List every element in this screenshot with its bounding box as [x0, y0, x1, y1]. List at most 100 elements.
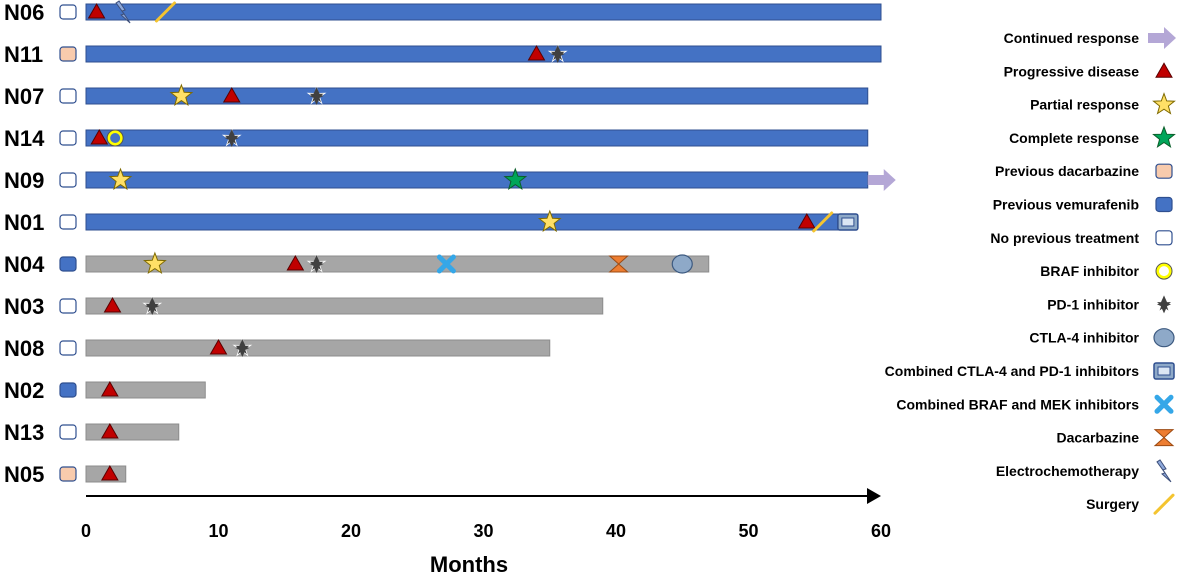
- legend-swatch: [1156, 459, 1172, 483]
- legend-swatch: [1154, 394, 1174, 414]
- legend-label: Continued response: [1004, 30, 1140, 46]
- pd1-marker-core2: [309, 261, 324, 267]
- legend-swatch: [1155, 230, 1173, 246]
- dacarbazine-marker-shape: [608, 255, 629, 273]
- progressive-marker: [100, 380, 119, 397]
- legend-label: PD-1 inhibitor: [1047, 296, 1139, 312]
- x-tick-label: 0: [81, 521, 91, 541]
- progressive-marker: [286, 254, 305, 271]
- pd1-marker: [142, 295, 163, 315]
- progressive-marker: [209, 338, 228, 355]
- legend-label: Progressive disease: [1004, 63, 1140, 79]
- prior-treatment-box: [59, 382, 77, 398]
- prior-treatment-box: [59, 256, 77, 272]
- patient-label: N04: [4, 252, 45, 277]
- progressive-marker: [527, 44, 546, 61]
- progressive-marker: [103, 296, 122, 313]
- legend-label: Surgery: [1086, 496, 1139, 512]
- patient-row-n06: N06: [4, 0, 882, 25]
- legend-item-partial: Partial response: [1030, 92, 1176, 115]
- x-tick-label: 10: [208, 521, 228, 541]
- legend-swatch: [1153, 429, 1175, 447]
- prior-treatment-box: [59, 88, 77, 104]
- legend-swatch-shape: [1148, 27, 1176, 49]
- progressive-marker: [100, 464, 119, 481]
- patient-row-n03: N03: [4, 294, 604, 319]
- legend-swatch: [1148, 27, 1176, 49]
- continued-marker-shape: [867, 169, 896, 191]
- patient-label: N09: [4, 168, 44, 193]
- progressive-marker-shape: [209, 338, 228, 355]
- electro-marker: [115, 0, 131, 24]
- patient-label: N02: [4, 378, 44, 403]
- prior-treatment-box: [59, 46, 77, 62]
- legend-swatch-shape: [1155, 196, 1173, 213]
- legend-swatch-shape: [1154, 394, 1174, 414]
- legend-item-progressive: Progressive disease: [1004, 62, 1173, 79]
- legend-swatch-shape: [1155, 163, 1173, 179]
- combo_ctla_pd1-marker-inner: [841, 217, 855, 227]
- prior-treatment-box-shape: [59, 88, 77, 104]
- legend-swatch: [1153, 362, 1175, 380]
- bar-n11: [85, 45, 882, 63]
- patient-label: N07: [4, 84, 44, 109]
- patient-label: N05: [4, 462, 44, 487]
- x-tick-label: 20: [341, 521, 361, 541]
- legend-item-prev-vemurafenib: Previous vemurafenib: [993, 196, 1173, 213]
- legend-swatch: [1154, 293, 1174, 314]
- legend-swatch-shape: [1152, 92, 1176, 115]
- legend-swatch: [1155, 262, 1173, 280]
- continued-marker: [867, 169, 896, 191]
- legend-swatch-shape: [1155, 230, 1173, 246]
- legend-label: Combined BRAF and MEK inhibitors: [896, 396, 1139, 412]
- progressive-marker-shape: [286, 254, 305, 271]
- combo_braf_mek-marker-shape: [436, 254, 456, 274]
- pd1-marker-core2: [145, 303, 160, 309]
- x-axis-label: Months: [430, 552, 508, 575]
- prior-treatment-box-shape: [59, 214, 77, 230]
- prior-treatment-box: [59, 340, 77, 356]
- progressive-marker: [222, 86, 241, 103]
- prior-treatment-box-shape: [59, 298, 77, 314]
- bar-n14: [85, 129, 869, 147]
- braf-marker-ring: [107, 130, 124, 146]
- prior-treatment-box-shape: [59, 340, 77, 356]
- pd1-marker: [547, 43, 568, 63]
- patient-row-n14: N14: [4, 126, 869, 151]
- legend-swatch-shape: [1153, 493, 1175, 515]
- legend-label: BRAF inhibitor: [1040, 263, 1139, 279]
- legend-swatch-shape: [1155, 62, 1173, 78]
- surgery-marker-shape: [155, 1, 176, 23]
- patient-row-n11: N11: [4, 42, 882, 67]
- legend-swatch: [1155, 62, 1173, 78]
- patient-label: N03: [4, 294, 44, 319]
- partial-marker-shape: [537, 209, 562, 233]
- x-axis-arrow: [867, 488, 881, 504]
- legend-label: Previous dacarbazine: [995, 163, 1139, 179]
- partial-marker: [169, 83, 194, 107]
- progressive-marker-shape: [87, 2, 106, 19]
- prior-treatment-box: [59, 424, 77, 440]
- legend-label: No previous treatment: [990, 230, 1139, 246]
- pd1-marker-core2: [224, 135, 239, 141]
- x-tick-label: 50: [738, 521, 758, 541]
- progressive-marker-shape: [222, 86, 241, 103]
- pd1-marker: [232, 337, 253, 357]
- partial-marker-shape: [143, 251, 167, 275]
- partial-marker-shape: [169, 83, 194, 107]
- surgery-marker: [155, 1, 176, 23]
- legend-swatch-shape: [1156, 459, 1172, 483]
- x-axis: 0 10 20 30 40 50 60: [81, 488, 891, 541]
- progressive-marker-shape: [797, 212, 816, 229]
- progressive-marker-shape: [90, 128, 109, 145]
- prior-treatment-box-shape: [59, 4, 77, 20]
- legend: Continued response Progressive disease Par…: [885, 27, 1176, 515]
- prior-treatment-box: [59, 4, 77, 20]
- legend-label: Combined CTLA-4 and PD-1 inhibitors: [885, 363, 1140, 379]
- patient-row-n01: N01: [4, 209, 859, 235]
- progressive-marker-shape: [103, 296, 122, 313]
- bar-n07: [85, 87, 869, 105]
- legend-swatch: [1153, 328, 1175, 348]
- legend-swatch: [1153, 493, 1175, 515]
- legend-item-combo-ctla-pd1: Combined CTLA-4 and PD-1 inhibitors: [885, 362, 1175, 380]
